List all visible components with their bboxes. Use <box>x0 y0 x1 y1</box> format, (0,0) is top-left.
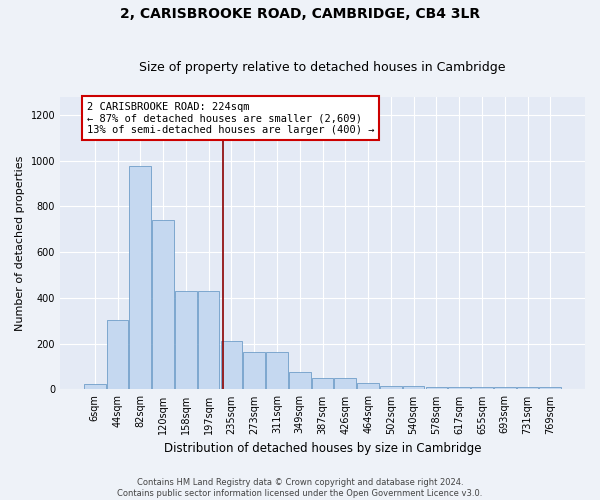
Bar <box>380 386 401 390</box>
Bar <box>494 387 515 390</box>
Y-axis label: Number of detached properties: Number of detached properties <box>15 156 25 330</box>
Bar <box>107 320 128 390</box>
Bar <box>357 382 379 390</box>
Bar <box>289 372 311 390</box>
Bar <box>244 352 265 390</box>
Text: 2 CARISBROOKE ROAD: 224sqm
← 87% of detached houses are smaller (2,609)
13% of s: 2 CARISBROOKE ROAD: 224sqm ← 87% of deta… <box>87 102 374 134</box>
Bar <box>84 384 106 390</box>
Bar <box>175 291 197 390</box>
Bar <box>403 386 424 390</box>
Bar <box>425 387 447 390</box>
Bar <box>312 378 334 390</box>
Bar <box>198 291 220 390</box>
X-axis label: Distribution of detached houses by size in Cambridge: Distribution of detached houses by size … <box>164 442 481 455</box>
Bar <box>539 387 561 390</box>
Bar <box>152 220 174 390</box>
Title: Size of property relative to detached houses in Cambridge: Size of property relative to detached ho… <box>139 62 506 74</box>
Bar <box>448 387 470 390</box>
Bar <box>266 352 288 390</box>
Text: Contains HM Land Registry data © Crown copyright and database right 2024.
Contai: Contains HM Land Registry data © Crown c… <box>118 478 482 498</box>
Text: 2, CARISBROOKE ROAD, CAMBRIDGE, CB4 3LR: 2, CARISBROOKE ROAD, CAMBRIDGE, CB4 3LR <box>120 8 480 22</box>
Bar <box>221 342 242 390</box>
Bar <box>517 387 538 390</box>
Bar <box>130 166 151 390</box>
Bar <box>334 378 356 390</box>
Bar <box>471 387 493 390</box>
